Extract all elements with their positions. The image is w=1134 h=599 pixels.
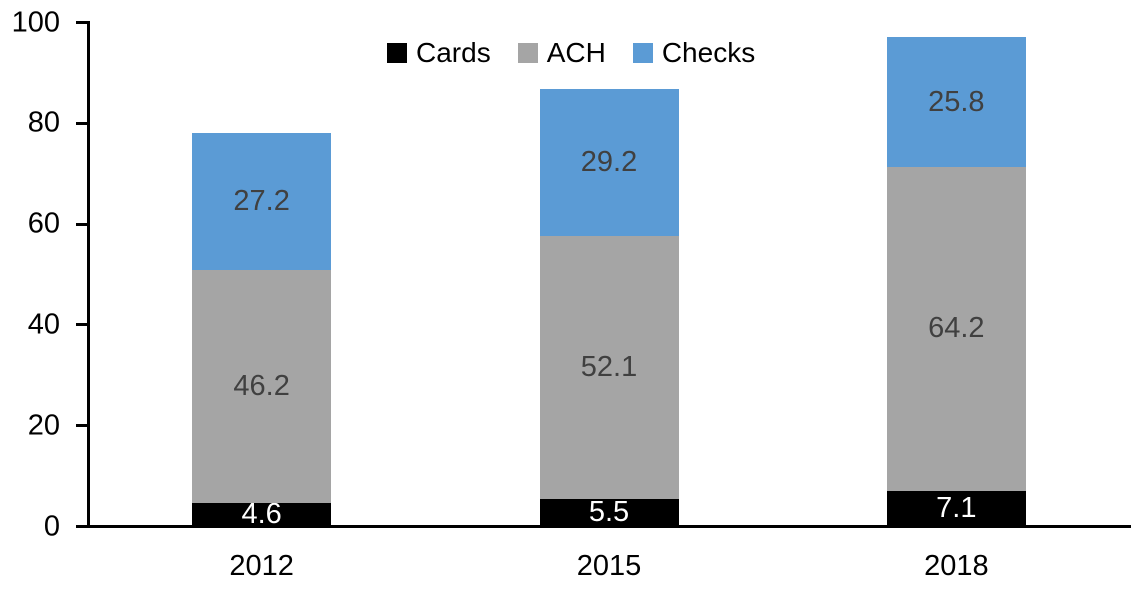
x-category-label-2018: 2018 xyxy=(924,550,989,582)
data-label-ach-2012: 46.2 xyxy=(233,370,290,403)
data-label-checks-2018: 25.8 xyxy=(928,85,985,118)
data-label-ach-2018: 64.2 xyxy=(928,312,985,345)
bar-segment-checks-2018: 25.8 xyxy=(886,37,1026,168)
data-label-ach-2015: 52.1 xyxy=(580,350,638,383)
y-tick-mark-100 xyxy=(76,21,89,24)
y-tick-label-100: 100 xyxy=(11,6,60,38)
legend-swatch-checks-icon xyxy=(632,43,653,63)
legend: Cards ACH Checks xyxy=(387,39,755,67)
y-tick-mark-20 xyxy=(76,424,89,428)
y-tick-mark-80 xyxy=(76,121,89,125)
y-axis-line xyxy=(87,21,90,528)
legend-swatch-ach-icon xyxy=(517,43,538,63)
x-category-label-2012: 2012 xyxy=(229,550,294,582)
y-tick-label-40: 40 xyxy=(27,308,60,341)
y-tick-label-80: 80 xyxy=(27,106,60,139)
data-label-cards-2015: 5.5 xyxy=(588,496,630,529)
bar-segment-cards-2015: 5.5 xyxy=(539,496,679,529)
x-category-label-2015: 2015 xyxy=(576,550,642,582)
bar-segment-ach-2015: 52.1 xyxy=(539,236,679,499)
legend-label-ach: ACH xyxy=(546,37,606,68)
y-tick-mark-0 xyxy=(76,525,89,528)
bar-segment-cards-2012: 4.6 xyxy=(192,498,332,531)
data-label-cards-2018: 7.1 xyxy=(936,492,977,525)
y-tick-mark-40 xyxy=(76,323,89,327)
legend-item-checks: Checks xyxy=(632,37,756,68)
y-tick-mark-60 xyxy=(76,222,89,226)
data-label-checks-2012: 27.2 xyxy=(233,185,290,218)
data-label-checks-2015: 29.2 xyxy=(580,146,638,179)
y-tick-label-0: 0 xyxy=(43,510,60,542)
bar-segment-ach-2012: 46.2 xyxy=(192,270,332,504)
bar-segment-cards-2018: 7.1 xyxy=(886,490,1026,527)
legend-item-cards: Cards xyxy=(387,39,491,67)
bar-segment-ach-2018: 64.2 xyxy=(886,167,1026,491)
bar-segment-checks-2015: 29.2 xyxy=(539,89,679,237)
x-axis-line xyxy=(87,525,1131,528)
y-tick-label-60: 60 xyxy=(27,207,60,240)
legend-label-cards: Cards xyxy=(416,37,491,68)
y-tick-label-20: 20 xyxy=(27,409,60,442)
legend-swatch-cards-icon xyxy=(387,43,407,63)
legend-label-checks: Checks xyxy=(661,37,756,68)
data-label-cards-2012: 4.6 xyxy=(241,498,282,531)
legend-item-ach: ACH xyxy=(517,37,606,68)
bar-segment-checks-2012: 27.2 xyxy=(192,133,332,271)
